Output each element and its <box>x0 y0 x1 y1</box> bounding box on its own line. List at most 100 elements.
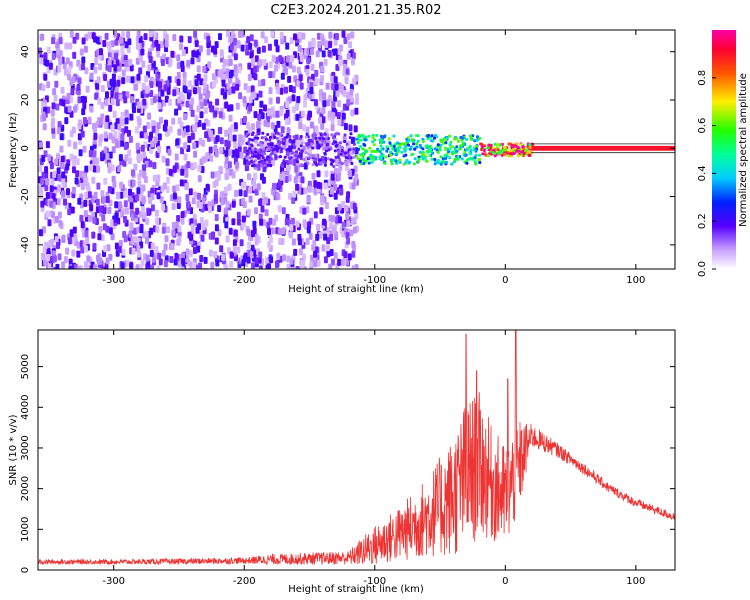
spectrogram-cell <box>253 65 258 73</box>
spectrogram-cell <box>531 142 535 146</box>
spectrogram-cell <box>219 146 224 154</box>
spectrogram-cell <box>189 163 194 171</box>
spectrogram-cell <box>459 144 462 148</box>
spectrogram-cell <box>84 67 89 75</box>
spectrogram-cell <box>246 121 250 129</box>
spectrogram-cell <box>214 179 219 187</box>
spectrogram-cell <box>256 136 260 140</box>
spectrogram-cell <box>283 155 287 159</box>
spectrogram-cell <box>450 162 454 166</box>
spectrogram-cell <box>211 73 216 81</box>
spectrogram-cell <box>111 175 116 183</box>
spectrogram-cell <box>156 192 161 200</box>
snr-x-tick-label: 100 <box>626 576 645 587</box>
spectrogram-cell <box>313 99 318 107</box>
spectrogram-cell <box>283 138 287 142</box>
spectrogram-cell <box>75 158 80 166</box>
spectrogram-cell <box>156 265 161 269</box>
spectrogram-cell <box>331 160 335 163</box>
spectrogram-cell <box>256 183 261 191</box>
spectrogram-cell <box>314 133 317 137</box>
spectrogram-cell <box>223 186 228 194</box>
spectrogram-cell <box>115 99 120 107</box>
spectrogram-cell <box>128 58 133 66</box>
spectrogram-x-tick-label: -100 <box>363 275 386 286</box>
spectrogram-cell <box>317 41 322 48</box>
spectrogram-cell <box>439 139 443 143</box>
spectrogram-cell <box>409 134 413 138</box>
spectrogram-cell <box>352 216 357 224</box>
spectrogram-cell <box>63 198 67 206</box>
spectrogram-cell <box>181 257 186 265</box>
spectrogram-cell <box>150 204 155 212</box>
spectrogram-cell <box>282 142 286 145</box>
spectrogram-cell <box>491 151 495 155</box>
spectrogram-cell <box>47 154 52 162</box>
colorbar-tick-label: 0.4 <box>697 165 708 181</box>
spectrogram-cell <box>505 151 509 155</box>
spectrogram-cell <box>144 132 148 140</box>
spectrogram-cell <box>251 262 256 269</box>
spectrogram-cell <box>264 36 269 44</box>
spectrogram-cell <box>359 138 363 142</box>
spectrogram-cell <box>151 255 156 263</box>
spectrogram-cell <box>338 144 342 148</box>
spectrogram-cell <box>124 126 129 134</box>
spectrogram-cell <box>70 88 75 96</box>
spectrogram-cell <box>41 84 46 92</box>
spectrogram-cell <box>238 30 243 38</box>
spectrogram-cell <box>102 223 107 231</box>
spectrogram-cell <box>331 136 335 140</box>
spectrogram-cell <box>351 265 356 269</box>
colorbar-tick-label: 0.0 <box>697 261 708 277</box>
spectrogram-cell <box>95 198 100 206</box>
spectrogram-cell <box>153 136 158 144</box>
spectrogram-cell <box>52 88 57 96</box>
spectrogram-cell <box>168 58 173 66</box>
spectrogram-cell <box>473 139 477 143</box>
spectrogram-cell <box>180 168 185 176</box>
spectrogram-cell <box>286 55 291 63</box>
spectrogram-cell <box>38 165 43 173</box>
spectrogram-cell <box>239 134 244 142</box>
spectrogram-cell <box>176 62 181 69</box>
spectrogram-cell <box>83 199 88 207</box>
spectrogram-cell <box>325 135 329 139</box>
spectrogram-cell <box>234 148 239 156</box>
spectrogram-cell <box>272 218 277 226</box>
spectrogram-cell <box>75 170 80 178</box>
spectrogram-cell <box>202 65 207 73</box>
spectrogram-cell <box>105 91 109 99</box>
spectrogram-cell <box>210 171 215 179</box>
spectrogram-cell <box>67 208 72 216</box>
spectrogram-cell <box>331 226 336 234</box>
spectrogram-cell <box>177 128 182 136</box>
spectrogram-cell <box>275 110 280 118</box>
spectrogram-cell <box>512 152 516 156</box>
spectrogram-cell <box>143 33 148 41</box>
spectrogram-cell <box>503 153 507 157</box>
spectrogram-cell <box>182 71 187 79</box>
spectrogram-cell <box>281 207 286 215</box>
spectrogram-cell <box>284 86 288 94</box>
spectrogram-cell <box>141 82 146 90</box>
spectrogram-cell <box>321 92 326 100</box>
spectrogram-cell <box>69 78 74 86</box>
spectrogram-cell <box>105 115 110 123</box>
spectrogram-cell <box>235 83 240 91</box>
spectrogram-cell <box>305 68 310 76</box>
spectrogram-cell <box>304 135 308 139</box>
spectrogram-cell <box>514 144 518 148</box>
spectrogram-cell <box>255 164 259 168</box>
spectrogram-cell <box>332 164 336 168</box>
spectrogram-cell <box>57 253 62 261</box>
spectrogram-cell <box>149 249 154 257</box>
spectrogram-cell <box>121 248 126 256</box>
spectrogram-cell <box>385 145 389 149</box>
spectrogram-cell <box>94 57 99 65</box>
spectrogram-cell <box>257 163 261 167</box>
spectrogram-cell <box>150 264 155 269</box>
spectrogram-cell <box>337 132 341 136</box>
spectrogram-cell <box>184 183 189 191</box>
spectrogram-cell <box>308 268 312 269</box>
